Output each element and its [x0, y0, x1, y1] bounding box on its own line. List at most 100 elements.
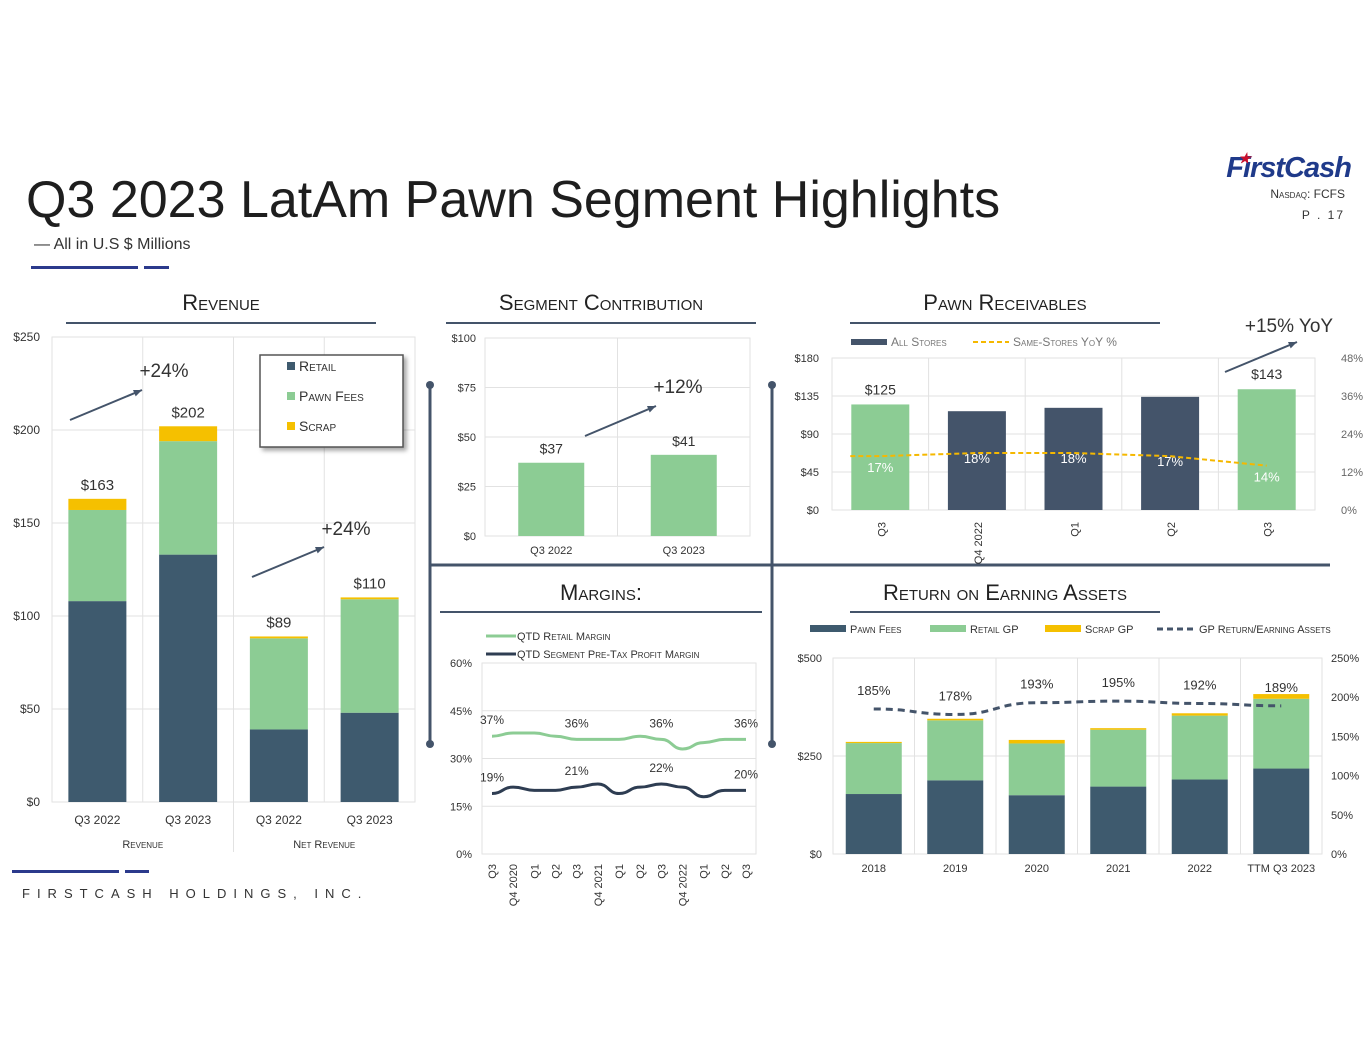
bar-pawn-fees [845, 794, 902, 854]
bar-pawn-fees [1171, 779, 1228, 854]
x-tick-label: Q3 2023 [663, 545, 705, 557]
title-underline-short [144, 266, 169, 269]
bar-total-label: $89 [266, 614, 291, 631]
point-label: 37% [480, 713, 504, 727]
gp-return-line [873, 699, 1282, 716]
y2-tick-label: 250% [1331, 653, 1359, 665]
legend-swatch [930, 625, 966, 632]
x-tick-label: Q3 2023 [165, 813, 211, 827]
x-tick-label: 2019 [943, 863, 967, 875]
same-stores-line [850, 452, 1267, 467]
x-tick-label: Q2 [720, 864, 732, 879]
x-tick-label: Q3 [487, 864, 499, 879]
legend-label: Pawn Fees [299, 388, 364, 404]
y-tick-label: $50 [20, 702, 40, 716]
x-tick-label: Q3 2022 [74, 813, 120, 827]
growth-arrow [69, 389, 143, 421]
logo-star-icon: ★ [1238, 150, 1251, 166]
pct-label: 178% [939, 688, 973, 703]
bar-scrap-gp [845, 741, 902, 744]
revenue-chart: $0 $50 $100 $150 $200 $250 $163 Q3 2022 $202 Q3 2… [13, 330, 416, 852]
legend-label: GP Return/Earning Assets [1199, 624, 1331, 636]
x-tick-label: Q4 2020 [508, 864, 520, 906]
bar-pct-label: 18% [964, 451, 990, 466]
pct-label: 192% [1183, 677, 1217, 692]
y-tick-label: $250 [798, 751, 822, 763]
bar-segment-contribution [650, 454, 717, 536]
y-tick-label: $150 [13, 516, 40, 530]
growth-arrow [251, 546, 325, 578]
footer-rule [12, 870, 119, 873]
y-tick-label: $100 [452, 333, 476, 345]
revenue-title-rule [66, 322, 376, 324]
bar-scrap-gp [1253, 694, 1310, 699]
divider-dot [768, 381, 776, 389]
legend-swatch [810, 625, 846, 632]
y-tick-label: $45 [801, 467, 819, 479]
title-underline [31, 266, 138, 269]
divider-dot [768, 740, 776, 748]
legend-label: Retail [299, 358, 337, 374]
bar-pawn-fees [159, 441, 218, 555]
y-tick-label: $50 [458, 432, 476, 444]
y2-tick-label: 0% [1331, 849, 1347, 861]
x-tick-label: Q3 [741, 864, 753, 879]
x-tick-label: Q3 [876, 522, 888, 537]
bar-total-label: $202 [171, 404, 204, 421]
pct-label: 195% [1102, 675, 1136, 690]
bar-scrap [159, 426, 218, 442]
bar-scrap-gp [1008, 739, 1065, 744]
growth-arrow [1224, 341, 1298, 373]
y-tick-label: $0 [27, 795, 41, 809]
y-tick-label: $180 [795, 353, 819, 365]
y-tick-label: $0 [810, 849, 822, 861]
x-tick-label: Q3 [572, 864, 584, 879]
x-tick-label: 2022 [1188, 863, 1212, 875]
divider-dot [426, 740, 434, 748]
roea-title-rule [850, 611, 1160, 613]
legend-swatch [287, 392, 295, 400]
growth-arrow-head [647, 405, 656, 413]
y-tick-label: $25 [458, 482, 476, 494]
legend-label: Scrap [299, 418, 336, 434]
bar-pawn-fees [68, 509, 127, 602]
x-tick-label: Q1 [614, 864, 626, 879]
segment-contribution-chart: $0 $25 $50 $75 $100 $37 Q3 2022 $41 Q3 2023 +12% [452, 333, 751, 557]
x-tick-label: Q3 [656, 864, 668, 879]
x-tick-label: Q4 2022 [973, 522, 985, 564]
pawn-receivables-title: Pawn Receivables [923, 290, 1087, 315]
pawn-receivables-chart: $0 $45 $90 $135 $180 0% 12% 24% 36% 48% 17% Q3 18% Q4… [795, 316, 1364, 564]
margins-title-rule [440, 611, 762, 613]
bar-retail [68, 601, 127, 802]
roea-title: Return on Earning Assets [882, 580, 1128, 605]
line-profit-margin [491, 782, 746, 799]
legend-swatch [287, 422, 295, 430]
bar-retail [340, 712, 399, 802]
x-tick-label: Q3 2022 [256, 813, 302, 827]
bar-value-label: $125 [865, 381, 896, 397]
legend-box [259, 354, 404, 448]
ticker: Nasdaq: FCFS [1270, 187, 1345, 201]
y-tick-label: 45% [450, 706, 472, 718]
bar-scrap-gp [927, 718, 984, 721]
point-label: 22% [649, 761, 673, 775]
x-tick-label: Q3 2022 [530, 545, 572, 557]
growth-arrow-head [133, 389, 142, 397]
bar-value-label: $37 [540, 441, 564, 457]
group-label: Revenue [122, 839, 163, 851]
growth-label: +24% [139, 361, 188, 382]
x-tick-label: Q4 2021 [593, 864, 605, 906]
growth-label: +12% [653, 377, 702, 398]
y2-tick-label: 150% [1331, 731, 1359, 743]
page-title: Q3 2023 LatAm Pawn Segment Highlights [26, 171, 1001, 229]
bar-retail-gp [927, 720, 984, 781]
point-label: 36% [649, 716, 673, 730]
bar-retail [159, 554, 218, 802]
x-tick-label: 2018 [862, 863, 886, 875]
margins-chart: 0% 15% 30% 45% 60% 37% 36% 36% 36% 19% 21% 22% 20% Q3… [450, 631, 758, 906]
bar-pawn-fees [927, 780, 984, 854]
revenue-title: Revenue [182, 290, 260, 315]
legend-label: QTD Segment Pre-Tax Profit Margin [517, 649, 700, 661]
legend-label: Retail GP [970, 624, 1019, 636]
x-tick-label: Q1 [1070, 522, 1082, 537]
